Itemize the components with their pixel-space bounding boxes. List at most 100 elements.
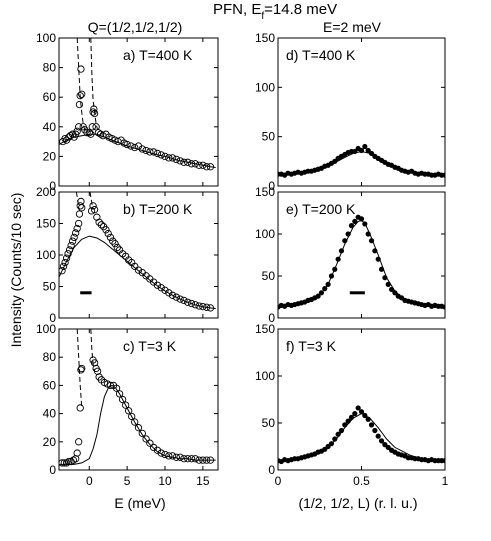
dashed-fit-line [89, 192, 94, 210]
data-point [187, 160, 196, 168]
data-point [161, 286, 169, 294]
plot-area [59, 192, 216, 312]
data-point [138, 429, 146, 437]
data-point [112, 384, 121, 392]
data-point [76, 404, 84, 412]
data-point [165, 289, 173, 297]
y-tick-label: 60 [43, 378, 57, 392]
data-point [165, 154, 173, 162]
y-tick-label: 100 [255, 369, 275, 383]
y-tick-label: 50 [262, 269, 276, 283]
y-tick-label: 50 [43, 280, 57, 294]
data-point [64, 250, 72, 258]
data-point [75, 123, 83, 131]
plot-area [278, 214, 445, 310]
y-tick-label: 100 [255, 80, 275, 94]
data-point [368, 238, 375, 244]
data-point [358, 216, 365, 222]
data-point [168, 291, 177, 299]
data-point [342, 422, 348, 428]
dashed-fit-line [76, 38, 86, 130]
data-point [118, 395, 127, 404]
data-point [153, 149, 162, 158]
panel-frame [58, 37, 219, 187]
data-point [358, 409, 365, 415]
data-point [202, 456, 211, 464]
panel-label: f) T=3 K [286, 338, 337, 354]
x-tick-label: 0.5 [353, 474, 370, 488]
data-point [368, 150, 375, 157]
data-point [90, 205, 99, 214]
data-point [90, 109, 99, 118]
data-point [392, 290, 398, 296]
y-tick-label: 50 [262, 130, 276, 144]
data-point [66, 132, 75, 140]
data-point [78, 204, 86, 212]
data-point [60, 459, 68, 467]
data-point [335, 431, 341, 437]
data-point [180, 158, 188, 166]
y-tick-label: 0 [49, 179, 56, 193]
y-tick-label: 0 [268, 463, 275, 477]
plot-area [278, 143, 445, 178]
data-point [146, 439, 154, 447]
data-point [131, 143, 139, 152]
data-point [180, 296, 188, 305]
data-point [187, 455, 196, 463]
panel-label: a) T=400 K [123, 47, 193, 63]
x-tick-label: 15 [196, 474, 210, 488]
data-point [332, 436, 338, 442]
data-point [184, 298, 192, 306]
y-tick-label: 150 [36, 217, 56, 231]
panel-c: 0 20 40 60 80 100 0 5 10 15 c) T=3 K [36, 322, 219, 488]
data-point [322, 286, 328, 292]
data-point [93, 367, 102, 375]
data-point [362, 412, 368, 419]
figure-title: PFN, Ef=14.8 meV [213, 1, 337, 22]
data-point [184, 455, 192, 463]
data-point [78, 90, 86, 98]
data-point [59, 267, 66, 275]
y-tick-label: 150 [255, 185, 275, 199]
data-point [142, 435, 150, 443]
y-tick-label: 200 [36, 185, 56, 199]
data-point [68, 237, 77, 245]
panel-e: 0 50 100 150 e) T=200 K [255, 185, 446, 325]
data-point [168, 154, 177, 162]
data-point [352, 148, 358, 155]
data-point [89, 202, 97, 210]
data-point [77, 197, 85, 206]
y-tick-label: 100 [36, 248, 56, 262]
y-tick-label: 40 [43, 120, 57, 134]
y-axis-label: Intensity (Counts/10 sec) [8, 193, 24, 348]
y-tick-label: 50 [262, 416, 276, 430]
data-point [199, 303, 207, 311]
data-point [195, 302, 203, 310]
left-column-header: Q=(1/2,1/2,1/2) [88, 19, 183, 35]
data-point [372, 248, 378, 254]
data-point [442, 458, 445, 464]
data-point [87, 130, 95, 138]
data-point [75, 219, 83, 228]
data-point [146, 148, 154, 156]
y-tick-label: 0 [49, 463, 56, 477]
data-point [206, 304, 215, 312]
panel-d: 0 50 100 150 d) T=400 K [255, 31, 446, 193]
x-tick-label: 10 [158, 474, 172, 488]
plot-area [59, 38, 216, 171]
data-point [385, 281, 391, 287]
data-point [73, 449, 81, 457]
x-tick-label: 0 [86, 474, 93, 488]
y-tick-label: 0 [268, 311, 275, 325]
data-point [131, 418, 139, 426]
data-point [92, 123, 100, 131]
data-point [388, 286, 395, 293]
data-point [184, 158, 192, 166]
data-point [325, 281, 331, 287]
data-point [362, 143, 368, 150]
data-point [76, 202, 84, 210]
plot-area [278, 405, 445, 465]
y-tick-label: 0 [49, 311, 56, 325]
data-point [345, 231, 351, 237]
